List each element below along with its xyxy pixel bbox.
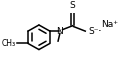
Text: ·: · (98, 25, 102, 38)
Text: CH₃: CH₃ (2, 39, 16, 48)
Text: Na⁺: Na⁺ (102, 20, 119, 29)
Text: N: N (57, 27, 63, 36)
Text: S: S (70, 1, 75, 10)
Text: S⁻: S⁻ (88, 27, 98, 36)
